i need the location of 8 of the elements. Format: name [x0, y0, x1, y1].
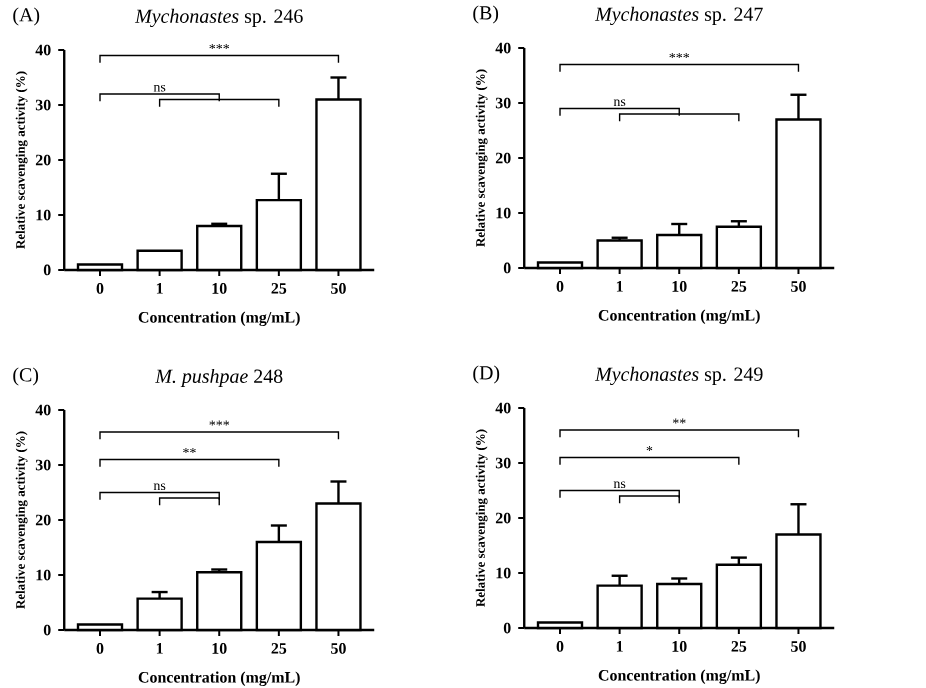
text: (A) [13, 7, 40, 26]
text: (D) [473, 365, 500, 384]
chart-title: Mychonastes sp. 246 [134, 8, 303, 28]
chart-title: M. pushpae 248 [155, 368, 283, 388]
text: (B) [473, 5, 499, 24]
chart-title: Mychonastes sp. 247 [594, 6, 763, 26]
chart-title: Mychonastes sp. 249 [594, 366, 763, 386]
text: (C) [13, 367, 39, 386]
